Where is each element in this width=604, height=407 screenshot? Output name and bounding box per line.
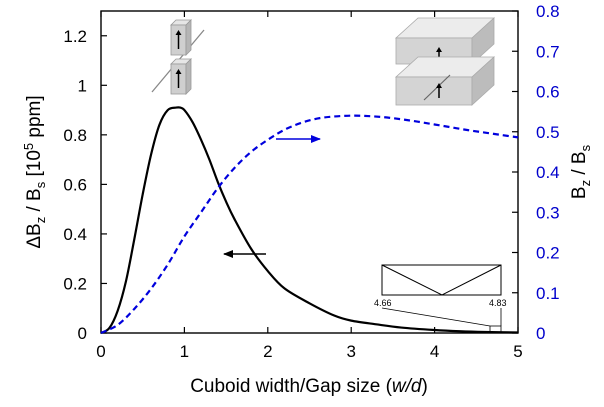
inset-zoom: 4.66 4.83 xyxy=(374,264,507,333)
right-axis-ticks: 0 0.1 0.2 0.3 0.4 0.5 0.6 0.7 0.8 xyxy=(512,2,560,343)
right-tick-label: 0.1 xyxy=(536,284,560,303)
series-group xyxy=(100,106,519,335)
right-tick-label: 0.7 xyxy=(536,42,560,61)
x-tick-label: 2 xyxy=(263,342,272,361)
left-tick-label: 0.4 xyxy=(63,225,87,244)
x-axis-label: Cuboid width/Gap size (w/d) xyxy=(190,376,428,397)
series-line-delta-bz xyxy=(100,106,519,334)
x-tick-label: 1 xyxy=(180,342,189,361)
right-tick-label: 0.4 xyxy=(536,163,560,182)
left-axis-label: ΔBz / Bs [105 ppm] xyxy=(21,95,48,248)
right-tick-label: 0.8 xyxy=(536,2,560,21)
left-tick-label: 1 xyxy=(78,76,87,95)
left-tick-label: 0.2 xyxy=(63,274,87,293)
x-tick-label: 0 xyxy=(96,342,105,361)
left-tick-label: 0.8 xyxy=(63,126,87,145)
left-tick-label: 0 xyxy=(78,324,87,343)
right-axis-label: Bz / Bs xyxy=(569,144,593,199)
x-tick-label: 5 xyxy=(513,342,522,361)
right-tick-label: 0.2 xyxy=(536,244,560,263)
small-magnet-illustration xyxy=(151,19,205,95)
large-magnet-illustration xyxy=(394,17,496,106)
right-tick-label: 0 xyxy=(536,324,545,343)
left-tick-label: 0.6 xyxy=(63,175,87,194)
inset-tick-label: 4.66 xyxy=(374,298,392,308)
right-tick-label: 0.3 xyxy=(536,203,560,222)
x-tick-label: 3 xyxy=(346,342,355,361)
x-tick-label: 4 xyxy=(430,342,439,361)
series-line-bz xyxy=(100,114,519,335)
right-tick-label: 0.5 xyxy=(536,123,560,142)
right-tick-label: 0.6 xyxy=(536,83,560,102)
left-axis-ticks: 0 0.2 0.4 0.6 0.8 1 1.2 xyxy=(63,27,107,343)
left-tick-label: 1.2 xyxy=(63,27,87,46)
inset-tick-label: 4.83 xyxy=(489,298,507,308)
